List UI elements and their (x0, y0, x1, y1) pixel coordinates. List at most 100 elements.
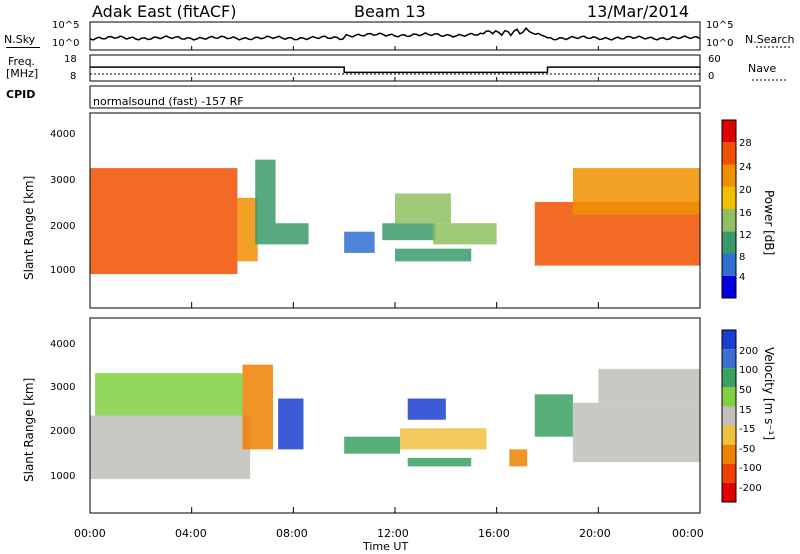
velocity-data-regions (90, 364, 700, 480)
power-cbar-tick-24: 24 (739, 162, 752, 173)
vel-cbar-tick-m200: -200 (739, 483, 762, 494)
power-regions-region-1 (237, 197, 258, 262)
beam-title: Beam 13 (354, 2, 426, 21)
n-sky-label: N.Sky (4, 33, 36, 46)
power-cbar-tick-12: 12 (739, 230, 752, 241)
power-ytick-1000: 1000 (50, 265, 76, 276)
nave-label: Nave (748, 62, 777, 75)
power-regions-region-0 (90, 168, 238, 275)
nave-tick-top: 60 (708, 54, 721, 65)
velocity-colorbar-frame (721, 329, 737, 503)
mhz-label: [MHz] (6, 67, 39, 80)
noise-trace (89, 27, 701, 41)
power-cbar-swatch-6 (722, 142, 736, 165)
vel-cbar-swatch-1 (722, 349, 736, 369)
noise-left-tick-bottom: 10^0 (52, 38, 80, 49)
velocity-colorbar (722, 330, 736, 502)
vel-cbar-tick-m100: -100 (739, 463, 762, 474)
vel-regions-region-1 (95, 373, 243, 416)
power-regions-region-6 (395, 193, 451, 224)
power-regions-region-7 (395, 248, 472, 262)
vel-regions-region-0 (90, 415, 251, 480)
xtick-6: 00:00 (672, 527, 704, 540)
vel-cbar-tick-m50: -50 (739, 444, 756, 455)
xaxis-label: Time UT (363, 540, 409, 553)
velocity-ytick-4000: 4000 (50, 339, 76, 350)
date-title: 13/Mar/2014 (587, 2, 690, 21)
vel-cbar-swatch-7 (722, 463, 736, 483)
power-cbar-swatch-3 (722, 209, 736, 232)
vel-regions-region-6 (407, 398, 446, 420)
vel-cbar-swatch-3 (722, 387, 736, 407)
cpid-text: normalsound (fast) -157 RF (93, 95, 244, 108)
power-cbar-swatch-2 (722, 231, 736, 254)
power-ytick-3000: 3000 (50, 175, 76, 186)
vel-regions-region-7 (407, 457, 472, 467)
power-ytick-2000: 2000 (50, 221, 76, 232)
noise-right-tick-bottom: 10^0 (706, 38, 734, 49)
n-search-label: N.Search (745, 33, 795, 46)
power-cbar-swatch-0 (722, 275, 736, 298)
noise-right-tick-top: 10^5 (706, 20, 734, 31)
vel-cbar-swatch-8 (722, 482, 736, 502)
x-axis-ticks (89, 46, 701, 513)
power-cbar-tick-28: 28 (739, 138, 752, 149)
power-cbar-swatch-4 (722, 186, 736, 209)
power-data-regions (90, 159, 700, 275)
xtick-4: 16:00 (478, 527, 510, 540)
freq-tick-bottom: 8 (70, 71, 77, 82)
power-colorbar-frame (721, 119, 737, 299)
vel-regions-region-2 (242, 364, 273, 450)
xtick-0: 00:00 (74, 527, 106, 540)
vel-regions-region-4 (344, 436, 401, 454)
vel-cbar-tick-50: 50 (739, 385, 752, 396)
vel-regions-region-10 (572, 402, 700, 463)
vel-cbar-tick-15: 15 (739, 405, 752, 416)
xtick-3: 12:00 (377, 527, 409, 540)
vel-cbar-swatch-0 (722, 330, 736, 350)
xtick-2: 08:00 (276, 527, 308, 540)
freq-trace (90, 66, 700, 74)
n-sky-underline (6, 47, 40, 48)
power-cbar-swatch-1 (722, 253, 736, 276)
power-ytick-4000: 4000 (50, 129, 76, 140)
velocity-ytick-3000: 3000 (50, 382, 76, 393)
power-regions-region-10 (572, 168, 700, 215)
power-cbar-tick-8: 8 (739, 252, 746, 263)
nave-tick-bottom: 0 (708, 71, 715, 82)
vel-cbar-tick-200: 200 (739, 346, 759, 357)
vel-cbar-swatch-5 (722, 425, 736, 445)
xtick-1: 04:00 (175, 527, 207, 540)
vel-regions-region-11 (598, 368, 700, 403)
vel-regions-region-8 (509, 449, 528, 467)
power-regions-region-8 (433, 223, 497, 245)
freq-tick-top: 18 (64, 54, 77, 65)
cpid-panel-frame (89, 85, 701, 109)
power-regions-region-5 (382, 223, 436, 241)
velocity-ytick-2000: 2000 (50, 426, 76, 437)
cpid-label: CPID (6, 88, 36, 101)
vel-cbar-tick-100: 100 (739, 365, 759, 376)
vel-cbar-tick-m15: -15 (739, 424, 756, 435)
power-cbar-swatch-5 (722, 164, 736, 187)
power-colorbar (722, 120, 736, 298)
power-cbar-swatch-7 (722, 120, 736, 143)
power-regions-region-2 (255, 159, 276, 245)
radar-title: Adak East (fitACF) (92, 2, 237, 21)
vel-cbar-swatch-6 (722, 444, 736, 464)
vel-regions-region-9 (534, 394, 573, 437)
vel-cbar-swatch-4 (722, 406, 736, 426)
velocity-ytick-1000: 1000 (50, 471, 76, 482)
vel-regions-region-3 (278, 398, 304, 450)
xtick-5: 20:00 (579, 527, 611, 540)
power-cbar-tick-16: 16 (739, 208, 752, 219)
power-regions-region-3 (275, 223, 309, 245)
power-regions-region-4 (344, 231, 375, 253)
freq-label: Freq. (8, 55, 36, 68)
power-cbar-tick-4: 4 (739, 272, 746, 283)
power-cbar-tick-20: 20 (739, 185, 752, 196)
vel-cbar-swatch-2 (722, 368, 736, 388)
vel-regions-region-5 (400, 428, 487, 450)
noise-left-tick-top: 10^5 (52, 20, 80, 31)
